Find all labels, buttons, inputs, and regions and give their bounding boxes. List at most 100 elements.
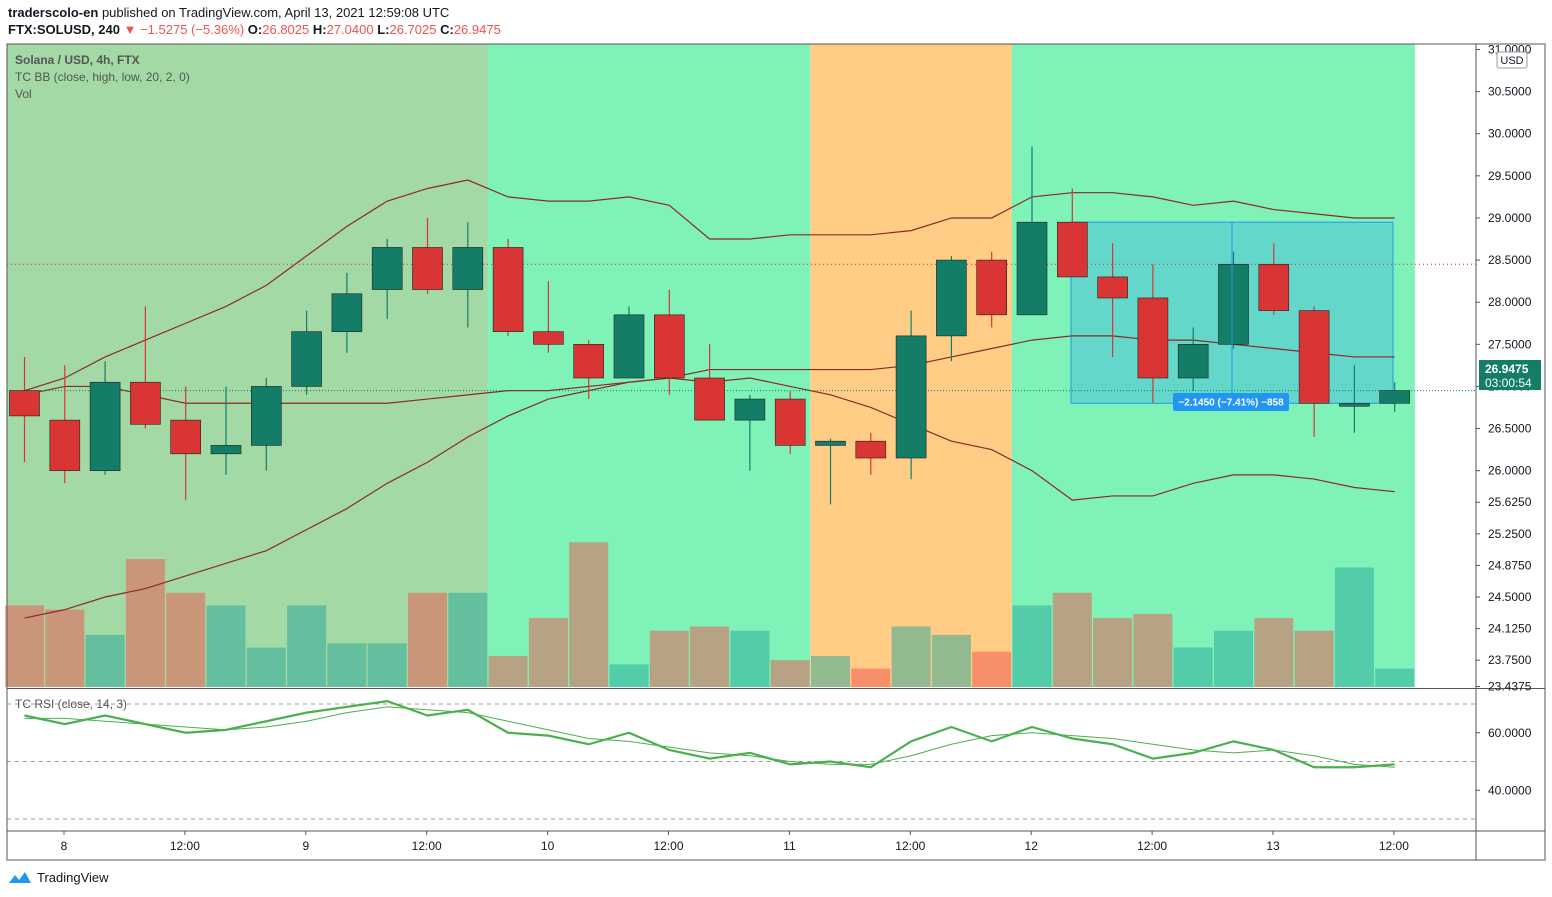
volume-bar <box>367 643 407 687</box>
candle <box>976 251 1008 328</box>
candle-body <box>1339 402 1370 407</box>
candle-body <box>533 331 564 345</box>
measure-text: −2.1450 (−7.41%) −858 <box>1178 398 1284 409</box>
candle <box>653 289 685 395</box>
candle <box>815 438 846 505</box>
candle-body <box>653 314 685 379</box>
candle-body <box>1137 297 1169 379</box>
candle <box>291 310 322 395</box>
volume-bar <box>125 559 165 687</box>
candle-body <box>1097 276 1128 299</box>
low-value: 26.7025 <box>389 22 437 37</box>
candle <box>533 281 564 353</box>
zone-band <box>7 44 488 687</box>
candle-body <box>573 344 605 379</box>
candle-body <box>412 247 443 290</box>
price-tick-label: 29.5000 <box>1488 169 1532 183</box>
time-tick-label: 12:00 <box>653 839 683 853</box>
tradingview-logo-icon <box>9 871 31 883</box>
price-tick-label: 24.8750 <box>1488 558 1532 572</box>
price-tick-label: 30.0000 <box>1488 127 1532 141</box>
candle-body <box>49 419 81 471</box>
candle-body <box>734 398 766 421</box>
time-tick-label: 12:00 <box>412 839 442 853</box>
legend-rsi: TC RSI (close, 14, 3) <box>15 697 127 711</box>
volume-bar <box>569 542 609 687</box>
candle <box>1218 251 1249 349</box>
time-tick-label: 9 <box>302 839 309 853</box>
candle-body <box>251 386 282 446</box>
volume-bar <box>1214 630 1253 687</box>
candle <box>251 378 282 471</box>
volume-bar <box>45 609 85 687</box>
candle <box>210 386 242 475</box>
published-text: published on TradingView.com, April 13, … <box>101 5 450 20</box>
high-label: H: <box>312 22 327 37</box>
price-tick-label: 25.6250 <box>1488 495 1532 509</box>
currency-badge[interactable]: USD <box>1496 51 1528 69</box>
candle-body <box>9 390 40 417</box>
high-value: 27.0400 <box>326 22 374 37</box>
time-tick-label: 8 <box>61 839 68 853</box>
time-tick-label: 11 <box>783 839 796 853</box>
candle-body <box>976 259 1008 316</box>
candle <box>1177 327 1209 391</box>
candle-body <box>895 335 927 459</box>
price-tick-label: 23.7500 <box>1488 653 1532 667</box>
candle <box>1057 188 1088 278</box>
open-label: O: <box>247 22 263 37</box>
candle-body <box>452 247 484 290</box>
volume-bar <box>488 655 528 687</box>
volume-bar <box>5 605 44 687</box>
volume-bar <box>1093 618 1133 687</box>
volume-bar <box>1254 618 1294 687</box>
candle <box>170 386 201 501</box>
candle-body <box>1218 263 1249 345</box>
volume-bar <box>448 592 488 687</box>
bb-upper-line <box>24 179 1395 392</box>
candle <box>734 394 766 471</box>
price-tick-label: 29.0000 <box>1488 211 1532 225</box>
candle <box>1298 306 1330 437</box>
volume-bar <box>730 630 770 687</box>
time-tick-label: 12 <box>1025 839 1039 853</box>
countdown-value: 03:00:54 <box>1485 376 1532 390</box>
candle-body <box>1057 221 1088 278</box>
price-tick-label: 28.5000 <box>1488 253 1532 267</box>
candle <box>936 255 967 362</box>
volume-bar <box>931 634 971 687</box>
author-name[interactable]: traderscolo-en <box>8 5 99 20</box>
price-tick-label: 24.1250 <box>1488 622 1532 636</box>
volume-bar <box>690 626 730 687</box>
publish-info: traderscolo-en published on TradingView.… <box>8 5 449 20</box>
volume-bar <box>408 592 447 687</box>
currency-label: USD <box>1500 55 1523 67</box>
symbol-label: FTX:SOLUSD, 240 <box>8 22 120 37</box>
price-tick-label: 24.5000 <box>1488 590 1532 604</box>
volume-bar <box>609 664 649 687</box>
candle-body <box>1016 221 1048 316</box>
candle <box>774 390 806 454</box>
candle-body <box>815 440 846 446</box>
volume-bar <box>528 618 568 687</box>
footer-brand[interactable]: TradingView <box>8 870 109 885</box>
price-tick-label: 27.5000 <box>1488 337 1532 351</box>
ohlc-line: FTX:SOLUSD, 240 ▼ −1.5275 (−5.36%) O:26.… <box>8 22 501 37</box>
volume-bar <box>811 655 850 687</box>
volume-bar <box>1173 647 1213 687</box>
candle <box>1339 365 1370 433</box>
candle <box>1379 382 1410 412</box>
volume-bar <box>1375 668 1415 687</box>
candle-body <box>210 445 242 455</box>
close-label: C: <box>440 22 454 37</box>
candle-body <box>1258 263 1290 311</box>
low-label: L: <box>377 22 390 37</box>
volume-bar <box>770 660 810 687</box>
rsi-tick-label: 40.0000 <box>1488 783 1532 797</box>
volume-bar <box>649 630 689 687</box>
candle-body <box>855 440 887 459</box>
volume-bar <box>851 668 891 687</box>
volume-bar <box>1012 605 1052 687</box>
candle <box>895 310 927 480</box>
